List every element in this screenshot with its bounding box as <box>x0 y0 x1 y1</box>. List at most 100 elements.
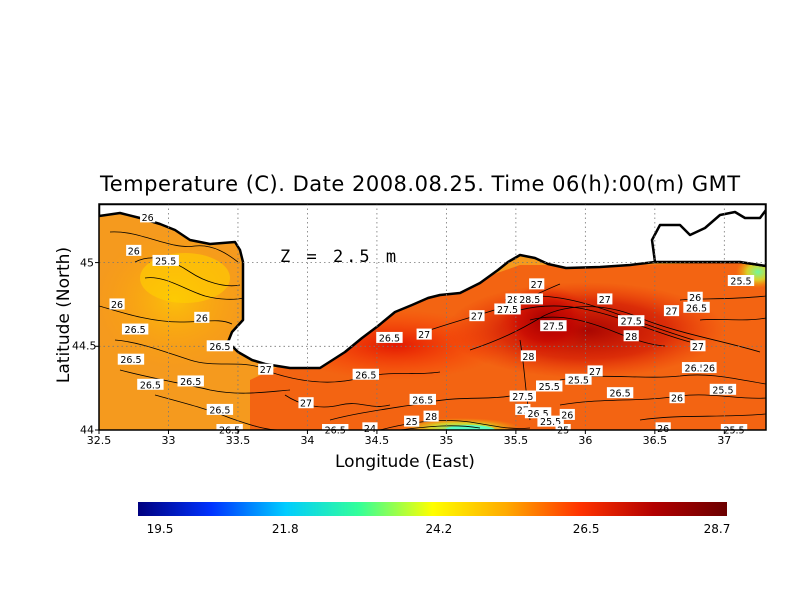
contour-label: 27 <box>597 293 613 306</box>
contour-label: 27 <box>663 305 680 318</box>
y-tick-label: 45 <box>80 256 94 270</box>
contour-label-bg <box>524 407 552 419</box>
contour-line <box>379 420 531 430</box>
contour-label-bg <box>529 278 545 290</box>
contour-label-bg <box>681 362 709 374</box>
contour-label-text: 27 <box>418 330 430 341</box>
contour-label-text: 27 <box>517 405 529 416</box>
contour-label-text: 27 <box>531 280 543 291</box>
x-tick-label: 33.5 <box>225 434 251 447</box>
contour-line <box>679 295 766 301</box>
contour-label-bg <box>516 293 543 305</box>
x-tick-label: 37 <box>717 434 732 447</box>
contour-label-text: 26.5 <box>180 377 201 388</box>
crimea-land <box>99 204 766 370</box>
contour-label-text: 26 <box>561 410 573 421</box>
contour-label: 25 <box>404 415 420 428</box>
contour-label: 25.5 <box>536 380 563 393</box>
contour-label: 26.5 <box>206 403 234 416</box>
contour-label: 26 <box>669 392 685 405</box>
contour-label-bg <box>669 392 685 404</box>
colorbar-tick-label: 26.5 <box>572 522 600 536</box>
contour-label: 27 <box>298 397 314 410</box>
x-tick-label: 35 <box>439 434 454 447</box>
depth-label: Z = 2.5 m <box>280 247 400 267</box>
contour-line <box>119 369 291 394</box>
contour-label-bg <box>515 403 531 415</box>
contour-label: 26.5 <box>206 340 234 353</box>
contour-label-bg <box>540 320 567 332</box>
x-tick-label: 36 <box>578 434 593 447</box>
contour-label-bg <box>494 303 521 315</box>
contour-label: 28 <box>520 350 536 363</box>
colorbar-tick-label: 24.2 <box>425 522 453 536</box>
contour-label-text: 25.5 <box>730 277 751 288</box>
contour-label-bg <box>121 323 149 335</box>
contour-label: 27 <box>587 365 603 378</box>
contour-label-bg <box>469 310 485 322</box>
contour-label-text: 27 <box>471 312 483 323</box>
contour-label-text: 26.5 <box>685 364 706 375</box>
contour-label: 26.5 <box>117 353 145 366</box>
contour-label-bg <box>520 350 536 362</box>
x-tick-label: 34 <box>300 434 315 447</box>
contour-label: 26.5 <box>606 387 634 400</box>
contour-label-bg <box>152 254 179 266</box>
contour-label-text: 28 <box>522 352 534 363</box>
contour-label-text: 25.5 <box>568 375 589 386</box>
contour-label: 26.5 <box>352 368 379 381</box>
x-tick-label: 36.5 <box>642 434 668 447</box>
contour-label-text: 26 <box>142 213 154 224</box>
contour-label: 27.5 <box>494 303 521 316</box>
contour-label-text: 26.5 <box>355 370 376 381</box>
contour-label-bg <box>376 331 403 343</box>
contour-label: 28 <box>505 293 521 306</box>
contour-label-bg <box>258 363 274 375</box>
x-tick-label: 35.5 <box>503 434 529 447</box>
contour-label-text: 28 <box>507 295 519 306</box>
contour-label-bg <box>537 415 564 427</box>
contour-label-bg <box>409 393 436 405</box>
contour-label-bg <box>687 291 703 303</box>
contour-label: 26 <box>687 291 703 304</box>
contour-line <box>154 394 281 430</box>
contour-label-text: 26.5 <box>209 342 230 353</box>
contour-label: 26 <box>655 422 671 435</box>
contour-label-text: 27.5 <box>621 317 642 328</box>
contour-label-bg <box>727 275 755 287</box>
contour-label: 25.5 <box>727 275 755 288</box>
contour-label-text: 28 <box>625 332 637 343</box>
contour-label-bg <box>587 365 603 377</box>
contour-label-bg <box>109 298 125 310</box>
axis-ticks <box>95 262 725 434</box>
contour-label: 24 <box>362 422 378 435</box>
contour-label-text: 27.5 <box>512 392 533 403</box>
contour-label-text: 26.5 <box>325 426 346 437</box>
x-axis-label: Longitude (East) <box>335 452 475 472</box>
contour-label-text: 26.5 <box>528 409 549 420</box>
contour-label-bg <box>509 390 537 402</box>
contour-label-bg <box>597 293 613 305</box>
contour-label-text: 27.5 <box>543 322 564 333</box>
contour-label-bg <box>559 408 575 420</box>
contour-label-text: 26.5 <box>125 325 146 336</box>
contour-label: 27 <box>469 310 485 323</box>
contour-label-text: 25.5 <box>712 385 733 396</box>
contour-label-bg <box>137 378 164 390</box>
contour-label: 25.5 <box>565 373 592 386</box>
contour-label-bg <box>352 368 379 380</box>
chart-title: Temperature (C). Date 2008.08.25. Time 0… <box>100 172 741 196</box>
y-axis-label: Latitude (North) <box>54 246 74 384</box>
colorbar <box>138 502 727 516</box>
contour-label-text: 26.5 <box>412 395 433 406</box>
contour-line <box>114 339 263 369</box>
contour-line <box>99 305 233 325</box>
contour-label-bg <box>140 211 156 223</box>
kerch-strait-land <box>650 208 766 268</box>
contour-line <box>639 413 766 421</box>
contour-label-text: 26.5 <box>219 426 240 437</box>
contour-label-bg <box>423 410 439 422</box>
contour-line <box>399 425 481 430</box>
contour-label-bg <box>416 328 432 340</box>
